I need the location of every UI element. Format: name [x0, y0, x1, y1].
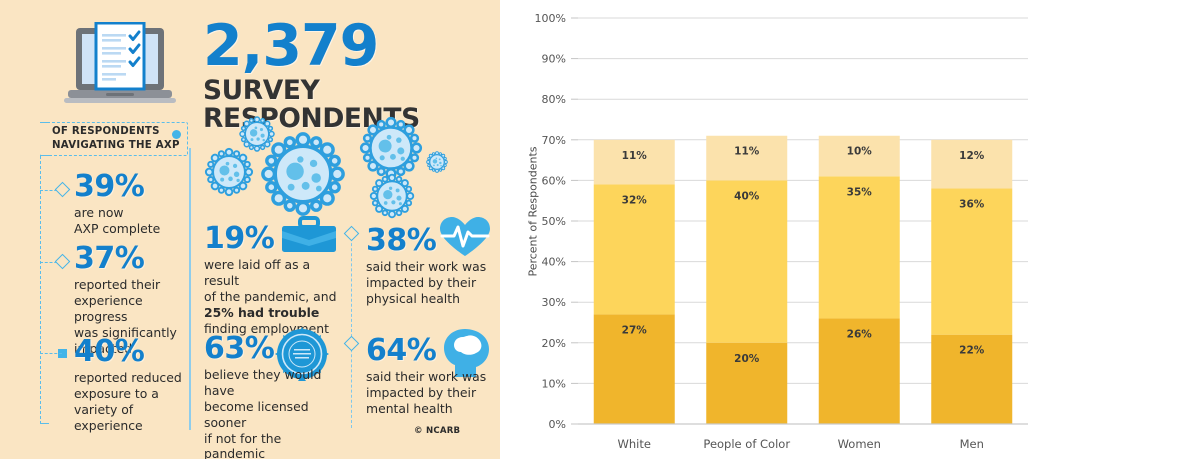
y-axis-tick-label: 50%: [542, 215, 566, 228]
bar-value-label: 11%: [622, 150, 648, 162]
bar-segment: [593, 184, 675, 315]
bar-value-label: 32%: [622, 194, 648, 206]
stat-value: 40%: [74, 334, 145, 369]
bar-value-label: 11%: [734, 146, 760, 158]
bar-value-label: 20%: [734, 353, 760, 365]
stat-experience-impacted: 37% reported their experience progress w…: [74, 244, 188, 356]
stat-description: reported their experience progress was s…: [74, 277, 177, 356]
y-axis-tick-label: 60%: [542, 174, 566, 187]
stat-value: 38%: [366, 223, 437, 258]
bar-segment: [706, 180, 788, 343]
y-axis-tick-label: 80%: [542, 93, 566, 106]
stat-mental-health: 64% said their work was impacted by thei…: [366, 336, 496, 417]
y-axis-tick-label: 10%: [542, 377, 566, 390]
bar-value-label: 36%: [959, 199, 985, 211]
bar-segment: [818, 135, 900, 177]
x-axis-tick-label: People of Color: [703, 437, 790, 451]
callout-line-2: NAVIGATING THE AXP: [52, 139, 180, 151]
left-rail: [39, 156, 49, 424]
infographic-panel: 2,379 SURVEY RESPONDENTS: [0, 0, 500, 459]
bar-value-label: 40%: [734, 190, 760, 202]
callout-dot-icon: [172, 130, 181, 139]
stat-reduced-exposure: 40% reported reduced exposure to a varie…: [74, 337, 188, 434]
rail-tick-1: [40, 190, 62, 192]
bar-segment: [818, 176, 900, 319]
diamond-marker-5: [343, 335, 360, 352]
callout-line-1: OF RESPONDENTS: [52, 126, 160, 137]
rail-tick-2: [40, 262, 62, 264]
y-axis-tick-label: 100%: [535, 12, 566, 25]
heart-pulse-icon: [440, 217, 490, 256]
bar-segment: [931, 334, 1013, 424]
respondent-count: 2,379: [203, 13, 379, 79]
bar-value-label: 10%: [847, 146, 873, 158]
diamond-marker-1: [54, 181, 71, 198]
stat-description: said their work was impacted by their ph…: [366, 259, 487, 306]
bar-segment: [931, 188, 1013, 335]
y-axis-tick-label: 90%: [542, 53, 566, 66]
x-axis-tick-label: Men: [960, 437, 984, 451]
bar-segment: [818, 318, 900, 424]
head-brain-icon: [444, 329, 489, 377]
stat-value: 64%: [366, 333, 437, 368]
rail-tick-3: [40, 353, 62, 355]
y-axis-tick-label: 40%: [542, 256, 566, 269]
x-axis-tick-label: Women: [838, 437, 881, 451]
callout-title: OF RESPONDENTS NAVIGATING THE AXP: [52, 125, 192, 153]
seal-icon: [275, 327, 329, 381]
stat-description: were laid off as a result of the pandemi…: [204, 257, 344, 336]
copyright-credit: © NCARB: [414, 426, 461, 436]
bar-segment: [593, 314, 675, 424]
stat-physical-health: 38% said their work was impacted by thei…: [366, 226, 496, 307]
x-axis-tick-label: White: [618, 437, 651, 451]
stat-laid-off: 19% were laid off as a result of the pan…: [204, 224, 344, 336]
bar-value-label: 22%: [959, 345, 985, 357]
laptop-checklist-icon: [64, 22, 176, 103]
y-axis-tick-label: 0%: [549, 418, 566, 431]
bar-value-label: 26%: [847, 328, 873, 340]
bar-segment: [706, 342, 788, 424]
stat-description: believe they would have become licensed …: [204, 367, 322, 459]
bar-segment: [706, 135, 788, 181]
stat-axp-complete: 39% are now AXP complete: [74, 172, 184, 237]
headline: 2,379 SURVEY RESPONDENTS: [203, 18, 495, 133]
column-divider-dashed: [351, 228, 352, 428]
square-marker-3: [58, 349, 67, 358]
stat-value: 63%: [204, 331, 275, 366]
diamond-marker-4: [343, 225, 360, 242]
stacked-bar-chart: 0% 10% 20% 30% 40% 50% 60% 70% 80% 90% 100% 27% 32% 1…: [535, 12, 1028, 451]
column-divider-solid: [189, 148, 191, 430]
stat-description: reported reduced exposure to a variety o…: [74, 370, 182, 433]
bar-segment: [593, 139, 675, 185]
callout-box: [40, 121, 188, 157]
briefcase-icon: [282, 216, 336, 252]
stat-value: 39%: [74, 169, 145, 204]
bar-segment: [931, 139, 1013, 189]
stat-description: are now AXP complete: [74, 205, 161, 236]
stat-desc-pre: were laid off as a result of the pandemi…: [204, 257, 337, 304]
headline-label: SURVEY RESPONDENTS: [203, 75, 420, 134]
bar-value-label: 12%: [959, 150, 985, 162]
stat-value: 37%: [74, 241, 145, 276]
bar-value-label: 27%: [622, 324, 648, 336]
y-axis-tick-label: 20%: [542, 337, 566, 350]
diamond-marker-2: [54, 253, 71, 270]
stat-value: 19%: [204, 221, 275, 256]
stat-description: said their work was impacted by their me…: [366, 369, 487, 416]
bar-value-label: 35%: [847, 186, 873, 198]
y-axis-label: Percent of Respondents: [526, 146, 540, 277]
y-axis-tick-label: 30%: [542, 296, 566, 309]
stat-licensed-sooner: 63% believe they would have become licen…: [204, 334, 346, 459]
chart-panel: 0% 10% 20% 30% 40% 50% 60% 70% 80% 90% 100% 27% 32% 1…: [500, 0, 1200, 459]
y-axis-tick-label: 70%: [542, 134, 566, 147]
stat-desc-bold: 25% had trouble: [204, 304, 320, 320]
